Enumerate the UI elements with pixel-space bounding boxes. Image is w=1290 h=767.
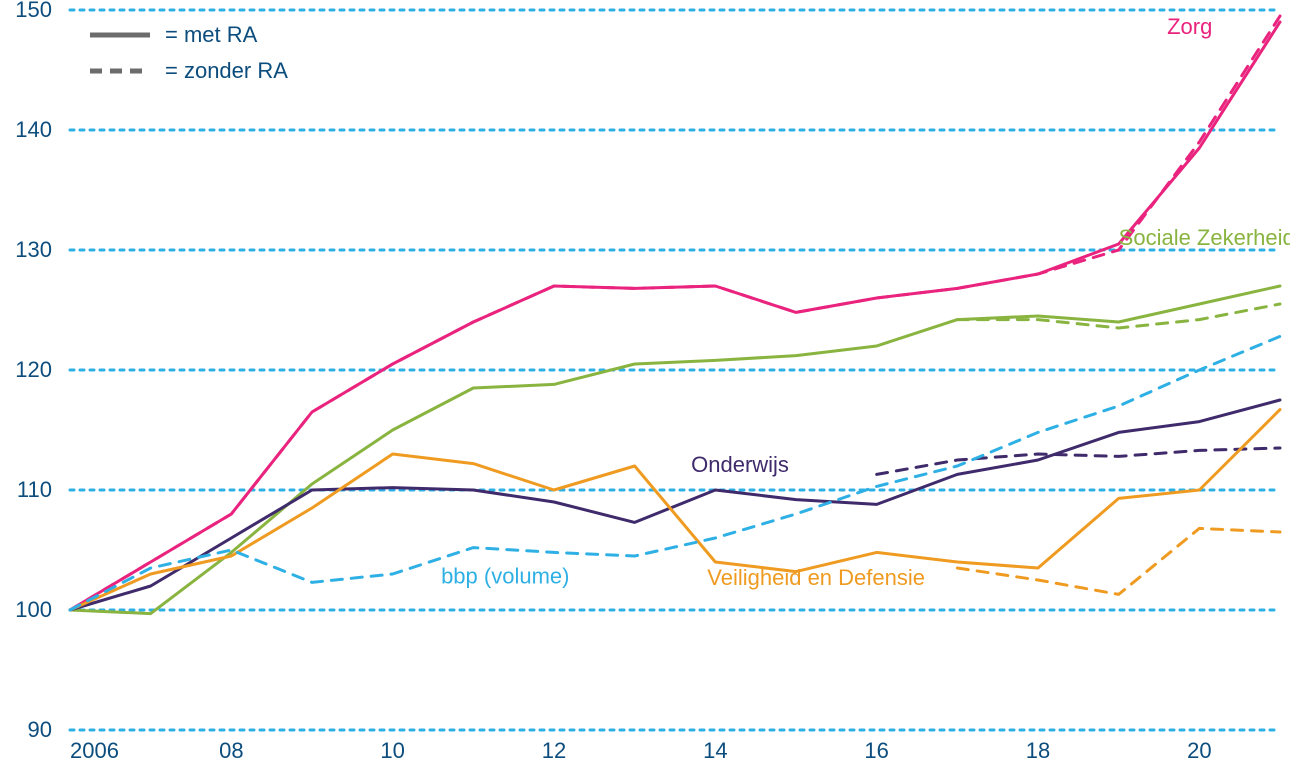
y-tick-label: 130 xyxy=(15,237,52,262)
series-veiligheid-dashed xyxy=(957,528,1280,594)
x-tick-label: 2006 xyxy=(70,738,119,763)
x-tick-label: 10 xyxy=(380,738,404,763)
series-onderwijs-solid xyxy=(70,400,1280,610)
legend-label: = zonder RA xyxy=(165,58,288,83)
series-label-veiligheid: Veiligheid en Defensie xyxy=(707,565,925,590)
x-tick-label: 08 xyxy=(219,738,243,763)
chart-svg: 90 100 110 120 130 140 150 2006 08 10 12 14 16 18 20 Zo… xyxy=(0,0,1290,767)
x-tick-label: 16 xyxy=(864,738,888,763)
series-label-onderwijs: Onderwijs xyxy=(691,452,789,477)
x-tick-label: 20 xyxy=(1187,738,1211,763)
y-tick-label: 110 xyxy=(17,477,52,502)
series-zorg-dashed xyxy=(70,16,1280,610)
line-chart: 90 100 110 120 130 140 150 2006 08 10 12 14 16 18 20 Zo… xyxy=(0,0,1290,767)
series-label-sociale_zekerheid: Sociale Zekerheid xyxy=(1119,225,1290,250)
x-tick-label: 18 xyxy=(1026,738,1050,763)
series-zorg-solid xyxy=(70,22,1280,610)
series-label-bbp: bbp (volume) xyxy=(441,564,569,589)
y-tick-label: 90 xyxy=(28,717,52,742)
x-tick-label: 12 xyxy=(542,738,566,763)
series-sociale-zekerheid-solid xyxy=(70,286,1280,614)
x-tick-label: 14 xyxy=(703,738,727,763)
series-bbp-dashed xyxy=(70,336,1280,610)
y-tick-label: 140 xyxy=(15,117,52,142)
series-label-zorg: Zorg xyxy=(1167,14,1212,39)
legend-label: = met RA xyxy=(165,22,258,47)
y-tick-label: 150 xyxy=(15,0,52,22)
y-tick-label: 100 xyxy=(15,597,52,622)
y-tick-label: 120 xyxy=(15,357,52,382)
